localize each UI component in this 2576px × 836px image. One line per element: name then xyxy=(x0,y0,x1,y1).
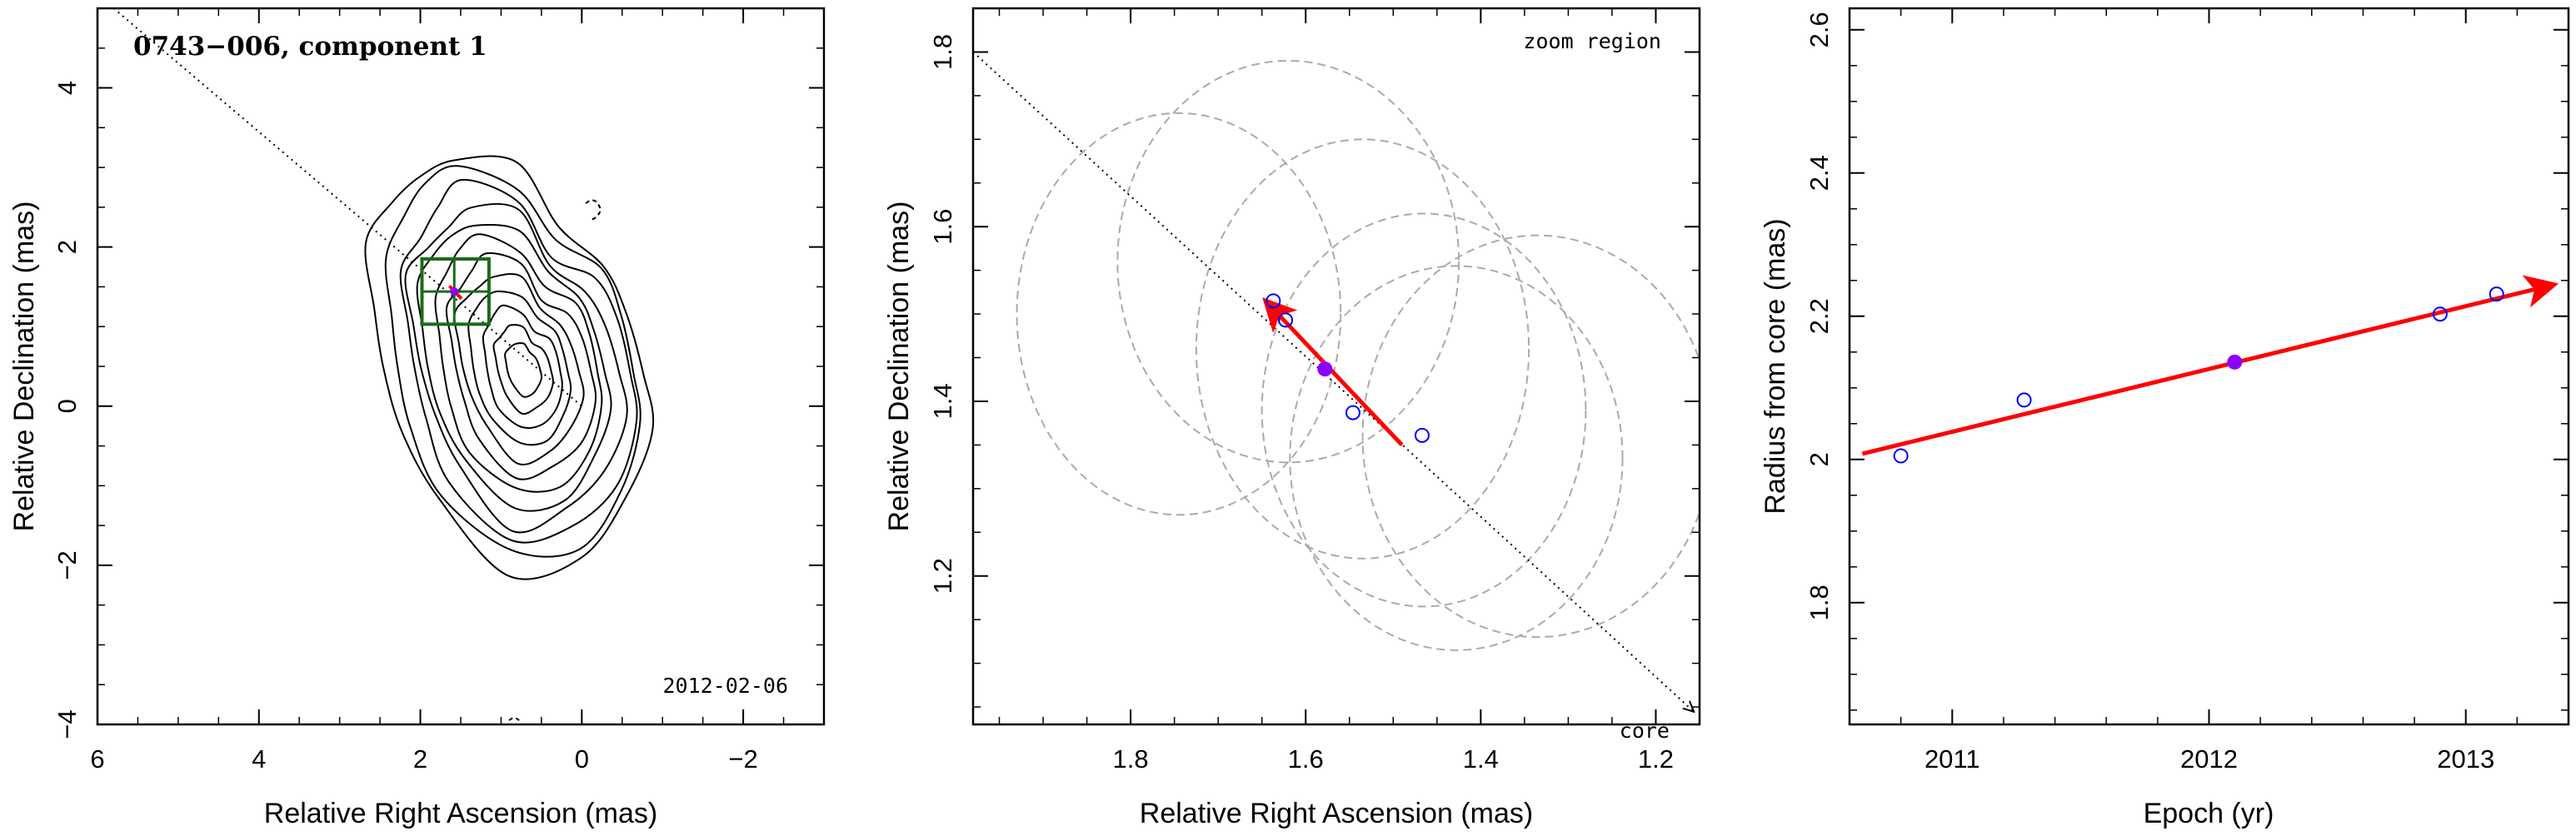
mean-position-point xyxy=(2227,354,2243,370)
y-tick-label: 1.8 xyxy=(1805,585,1834,620)
error-ellipse xyxy=(1016,112,1342,516)
x-tick-label: 1.4 xyxy=(1463,744,1499,774)
component-marker xyxy=(450,287,459,296)
fit-line xyxy=(1861,275,2559,456)
zoom-region-panel: zoom region core Relative Right Ascensio… xyxy=(883,7,1701,829)
error-ellipse xyxy=(1289,265,1624,651)
x-tick-label: 2011 xyxy=(1925,744,1980,774)
direction-line xyxy=(973,51,1694,711)
error-ellipse xyxy=(1116,59,1460,464)
y-tick-label: 1.8 xyxy=(928,34,957,70)
data-point xyxy=(1266,293,1281,309)
panel2-y-axis-title: Relative Declination (mas) xyxy=(883,202,915,532)
x-tick-label: −2 xyxy=(728,744,757,774)
contour-level xyxy=(404,202,628,534)
panel3-x-axis-title: Epoch (yr) xyxy=(2144,798,2274,829)
velocity-vector xyxy=(1262,297,1404,447)
y-tick-label: 4 xyxy=(52,81,82,95)
data-point xyxy=(2016,392,2032,408)
y-tick-label: 2 xyxy=(52,240,82,254)
x-tick-label: 1.8 xyxy=(1113,744,1149,774)
y-tick-label: 2.4 xyxy=(1805,155,1834,191)
panel1-y-axis-title: Relative Declination (mas) xyxy=(8,202,40,532)
x-tick-label: 2013 xyxy=(2437,744,2494,774)
data-point xyxy=(1278,312,1294,328)
panel1-frame xyxy=(96,7,826,726)
data-point xyxy=(2432,306,2448,322)
x-tick-label: 2012 xyxy=(2180,744,2238,774)
contour-level xyxy=(399,178,638,544)
error-ellipse xyxy=(1361,234,1700,639)
panel2-core-label: core xyxy=(1620,719,1670,743)
data-point xyxy=(2489,286,2504,302)
panel3-frame xyxy=(1848,7,2570,726)
x-tick-label: 4 xyxy=(252,744,266,774)
error-ellipse xyxy=(1261,212,1587,608)
negative-contour xyxy=(585,199,602,221)
contour-level xyxy=(445,252,597,480)
x-tick-label: 1.2 xyxy=(1638,744,1674,774)
panel2-frame xyxy=(971,7,1701,726)
negative-contour xyxy=(508,717,520,721)
y-tick-label: 0 xyxy=(52,399,82,413)
contour-lines xyxy=(112,8,655,721)
panel1-title: 0743−006, component 1 xyxy=(133,32,487,62)
error-ellipse xyxy=(1195,138,1530,560)
x-tick-label: 0 xyxy=(575,744,589,774)
data-point xyxy=(1414,427,1430,443)
data-point xyxy=(1893,448,1909,464)
error-ellipses xyxy=(973,51,1700,711)
y-tick-label: −4 xyxy=(52,709,82,739)
panel3-y-axis-title: Radius from core (mas) xyxy=(1760,218,1791,514)
y-tick-label: 1.6 xyxy=(928,209,957,245)
contour-level xyxy=(384,165,642,558)
contour-level xyxy=(504,341,543,398)
y-tick-label: 2.2 xyxy=(1805,298,1834,334)
contour-level xyxy=(482,304,563,429)
panel1-x-axis-title: Relative Right Ascension (mas) xyxy=(264,798,657,829)
y-tick-label: 2.6 xyxy=(1805,12,1834,47)
contour-map-panel: 0743−006, component 1 2012-02-06 Relativ… xyxy=(8,7,826,829)
mean-position-point xyxy=(1317,361,1333,377)
direction-line xyxy=(112,8,582,407)
y-tick-label: −2 xyxy=(52,550,82,580)
y-tick-label: 1.4 xyxy=(928,383,957,419)
panel2-zoom-annotation: zoom region xyxy=(1523,29,1661,53)
x-tick-label: 2 xyxy=(413,744,427,774)
radius-vs-epoch-panel: Epoch (yr) Radius from core (mas) 2011 20… xyxy=(1760,7,2570,829)
contour-level xyxy=(416,224,612,512)
contour-level xyxy=(364,155,655,580)
x-tick-label: 6 xyxy=(90,744,104,774)
contour-level xyxy=(492,324,554,416)
panel1-epoch-label: 2012-02-06 xyxy=(662,674,788,698)
data-point xyxy=(1345,405,1360,420)
x-tick-label: 1.6 xyxy=(1288,744,1324,774)
contour-level xyxy=(434,233,603,493)
y-tick-label: 2 xyxy=(1805,452,1834,466)
panel2-x-axis-title: Relative Right Ascension (mas) xyxy=(1140,798,1533,829)
y-tick-label: 1.2 xyxy=(928,558,957,594)
